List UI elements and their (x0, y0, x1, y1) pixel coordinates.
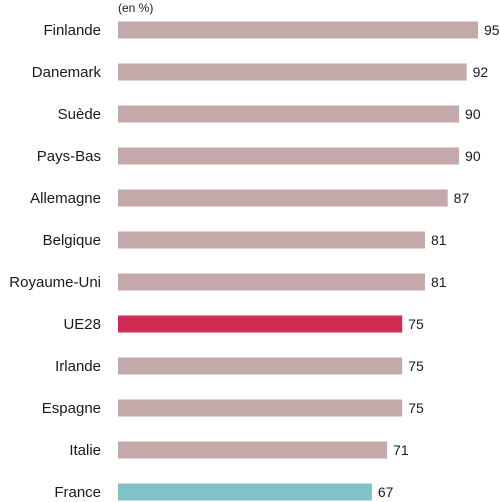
bar-ue28 (118, 315, 403, 333)
category-label-ue28: UE28 (63, 316, 101, 333)
category-label-italie: Italie (69, 442, 101, 459)
value-label-belgique: 81 (431, 232, 447, 248)
category-label-allemagne: Allemagne (30, 190, 101, 207)
bar-finlande (118, 21, 478, 39)
value-label-allemagne: 87 (454, 190, 470, 206)
unit-note: (en %) (118, 1, 153, 15)
value-label-suede: 90 (465, 106, 481, 122)
bar-pays-bas (118, 147, 460, 165)
category-label-royaume-uni: Royaume-Uni (9, 274, 101, 291)
bar-espagne (118, 399, 403, 417)
category-label-espagne: Espagne (42, 400, 101, 417)
value-label-ue28: 75 (408, 316, 424, 332)
bar-italie (118, 441, 388, 459)
bar-danemark (118, 63, 467, 81)
value-label-danemark: 92 (473, 64, 489, 80)
value-label-espagne: 75 (408, 400, 424, 416)
value-label-italie: 71 (393, 442, 409, 458)
bar-france (118, 483, 372, 501)
bar-belgique (118, 231, 425, 249)
value-label-irlande: 75 (408, 358, 424, 374)
value-label-royaume-uni: 81 (431, 274, 447, 290)
category-label-suede: Suède (58, 106, 101, 123)
bar-suede (118, 105, 460, 123)
bar-allemagne (118, 189, 448, 207)
bar-irlande (118, 357, 403, 375)
category-label-irlande: Irlande (55, 358, 101, 375)
category-label-finlande: Finlande (43, 22, 101, 39)
category-label-france: France (54, 484, 101, 501)
bar-rows: Finlande 95 Danemark 92 Suède 90 Pays-Bas 90 All… (9, 21, 500, 501)
category-label-danemark: Danemark (32, 64, 102, 81)
category-label-belgique: Belgique (43, 232, 101, 249)
value-label-pays-bas: 90 (465, 148, 481, 164)
category-label-pays-bas: Pays-Bas (37, 148, 101, 165)
value-label-finlande: 95 (484, 22, 500, 38)
value-label-france: 67 (378, 484, 394, 500)
bar-royaume-uni (118, 273, 425, 291)
